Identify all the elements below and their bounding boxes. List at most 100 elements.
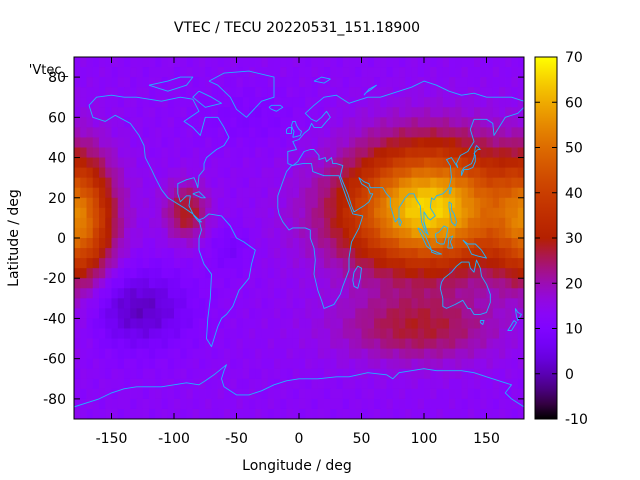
heatmap-cell <box>442 87 450 98</box>
heatmap-cell <box>392 207 400 219</box>
heatmap-cell <box>199 117 206 128</box>
heatmap-cell <box>336 258 344 269</box>
heatmap-cell <box>167 328 175 340</box>
heatmap-cell <box>367 408 375 419</box>
heatmap-cell <box>330 177 338 189</box>
heatmap-cell <box>517 67 524 78</box>
heatmap-cell <box>367 227 375 239</box>
heatmap-cell <box>236 258 244 269</box>
heatmap-cell <box>286 278 294 289</box>
heatmap-cell <box>117 167 125 179</box>
heatmap-cell <box>305 328 313 340</box>
heatmap-cell <box>286 217 294 229</box>
heatmap-cell <box>186 258 194 269</box>
heatmap-cell <box>511 298 519 309</box>
heatmap-cell <box>380 197 388 209</box>
heatmap-cell <box>111 238 119 249</box>
heatmap-cell <box>280 147 288 159</box>
heatmap-cell <box>74 107 81 118</box>
x-tick-label: -100 <box>158 431 190 447</box>
heatmap-cell <box>399 67 406 78</box>
heatmap-cell <box>192 258 200 269</box>
heatmap-cell <box>311 57 319 68</box>
heatmap-cell <box>236 248 244 259</box>
heatmap-cell <box>86 288 94 299</box>
heatmap-cell <box>99 248 106 259</box>
heatmap-cell <box>180 258 188 269</box>
heatmap-cell <box>99 268 106 279</box>
heatmap-cell <box>342 248 350 259</box>
heatmap-cell <box>86 298 94 309</box>
heatmap-cell <box>242 207 250 219</box>
heatmap-cell <box>461 368 469 380</box>
heatmap-cell <box>480 328 488 340</box>
heatmap-cell <box>486 67 494 78</box>
heatmap-cell <box>386 67 394 78</box>
heatmap-cell <box>361 187 369 199</box>
heatmap-cell <box>217 378 225 390</box>
heatmap-cell <box>111 278 119 289</box>
heatmap-cell <box>486 87 494 98</box>
heatmap-cell <box>180 177 188 189</box>
heatmap-cell <box>492 77 500 88</box>
heatmap-cell <box>236 328 244 340</box>
heatmap-cell <box>405 378 413 390</box>
heatmap-cell <box>105 187 113 199</box>
heatmap-cell <box>467 378 475 390</box>
heatmap-cell <box>267 97 275 108</box>
heatmap-cell <box>217 227 225 239</box>
heatmap-cell <box>305 77 313 88</box>
heatmap-cell <box>242 398 250 410</box>
heatmap-cell <box>180 238 188 249</box>
heatmap-cell <box>411 368 419 380</box>
heatmap-cell <box>374 147 381 159</box>
heatmap-cell <box>274 388 281 400</box>
heatmap-cell <box>155 318 163 330</box>
heatmap-cell <box>442 227 450 239</box>
heatmap-cell <box>424 97 431 108</box>
heatmap-cell <box>99 238 106 249</box>
heatmap-cell <box>367 87 375 98</box>
heatmap-cell <box>374 398 381 410</box>
heatmap-cell <box>374 288 381 299</box>
heatmap-cell <box>161 177 169 189</box>
heatmap-cell <box>74 147 81 159</box>
heatmap-cell <box>192 328 200 340</box>
heatmap-cell <box>311 328 319 340</box>
heatmap-cell <box>405 318 413 330</box>
heatmap-cell <box>205 348 213 360</box>
heatmap-cell <box>130 328 138 340</box>
heatmap-cell <box>224 77 231 88</box>
heatmap-cell <box>236 217 244 229</box>
heatmap-cell <box>161 238 169 249</box>
heatmap-cell <box>286 127 294 139</box>
heatmap-cell <box>405 338 413 350</box>
heatmap-cell <box>442 408 450 419</box>
heatmap-cell <box>174 87 181 98</box>
heatmap-cell <box>474 197 481 209</box>
heatmap-cell <box>180 207 188 219</box>
heatmap-cell <box>505 288 513 299</box>
heatmap-cell <box>411 207 419 219</box>
heatmap-cell <box>261 97 269 108</box>
heatmap-cell <box>380 57 388 68</box>
heatmap-cell <box>192 87 200 98</box>
heatmap-cell <box>130 248 138 259</box>
heatmap-cell <box>105 207 113 219</box>
heatmap-cell <box>417 137 425 149</box>
heatmap-cell <box>311 238 319 249</box>
heatmap-cell <box>367 107 375 118</box>
heatmap-cell <box>436 177 444 189</box>
heatmap-cell <box>349 408 356 419</box>
heatmap-cell <box>492 217 500 229</box>
heatmap-cell <box>299 388 306 400</box>
heatmap-cell <box>492 207 500 219</box>
heatmap-cell <box>317 288 325 299</box>
heatmap-cell <box>486 167 494 179</box>
heatmap-cell <box>349 157 356 169</box>
heatmap-cell <box>155 227 163 239</box>
heatmap-cell <box>155 57 163 68</box>
heatmap-cell <box>411 338 419 350</box>
heatmap-cell <box>111 368 119 380</box>
heatmap-cell <box>392 358 400 370</box>
